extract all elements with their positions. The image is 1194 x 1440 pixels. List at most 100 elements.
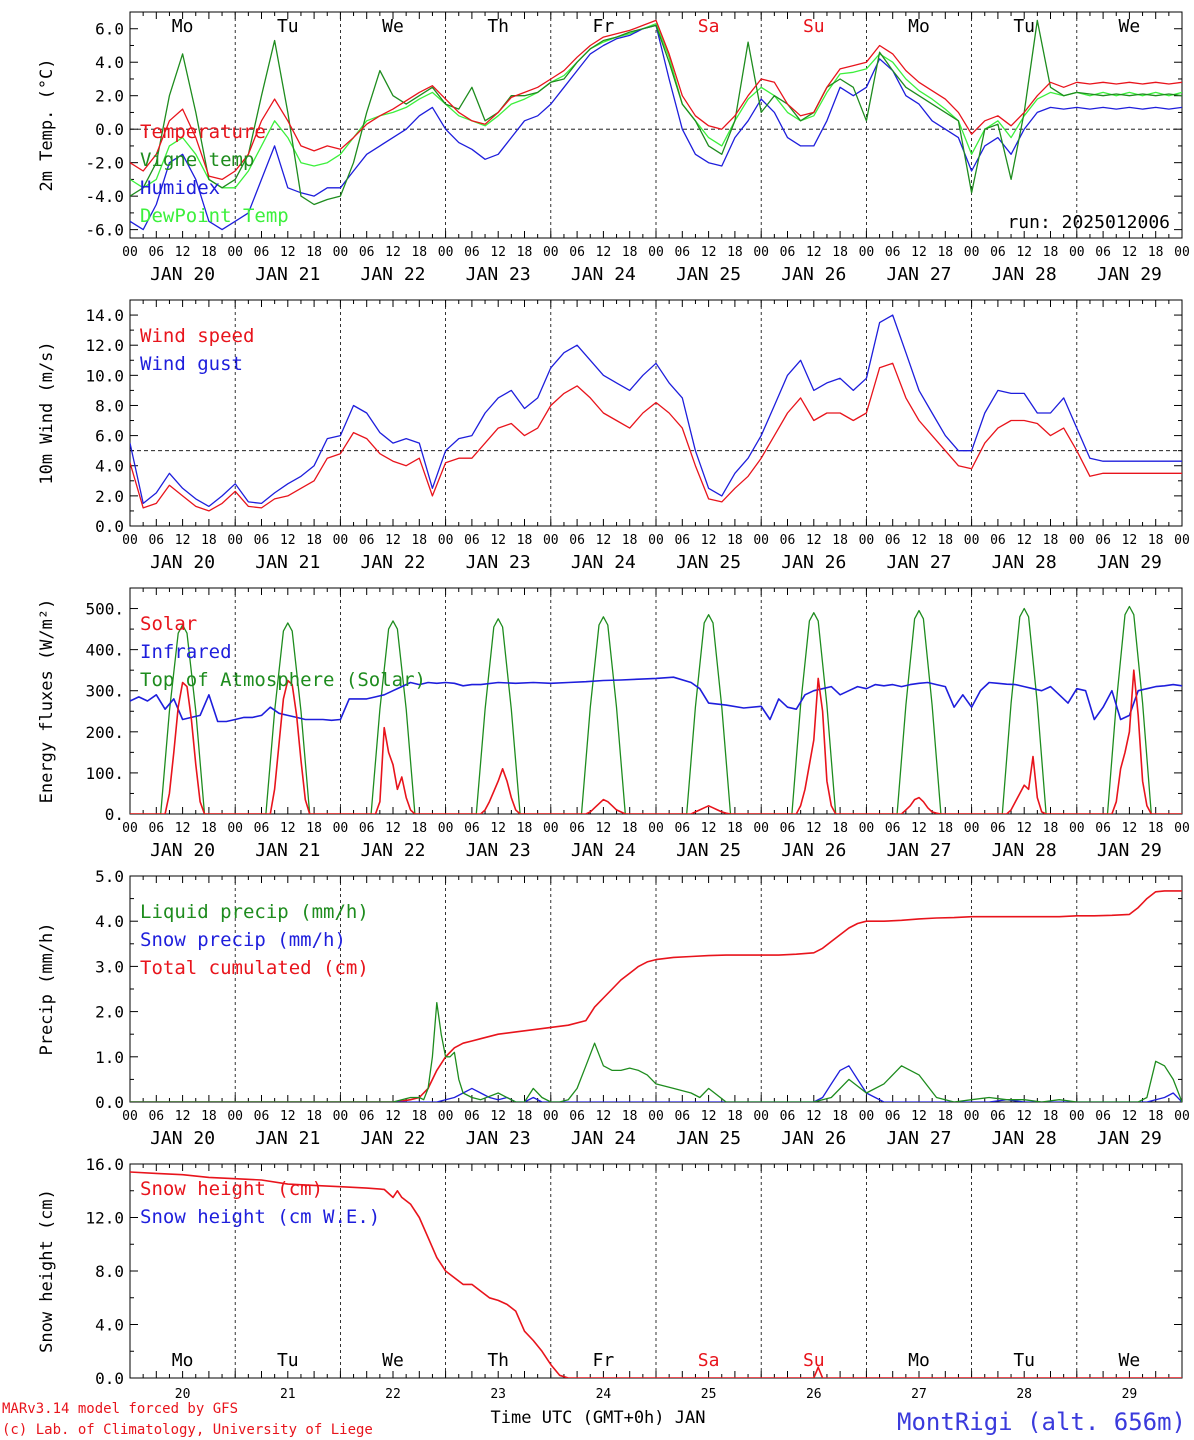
hour-tick-label: 12: [385, 533, 401, 548]
legend-entry: Snow height (cm): [140, 1178, 323, 1200]
hour-tick-label: 06: [990, 1109, 1006, 1124]
hour-tick-label: 18: [517, 821, 533, 836]
day-number-label: 24: [596, 1387, 612, 1402]
hour-tick-label: 06: [780, 533, 796, 548]
hour-tick-label: 18: [832, 533, 848, 548]
hour-tick-label: 12: [911, 821, 927, 836]
hour-tick-label: 12: [490, 245, 506, 260]
date-label: JAN 29: [1097, 552, 1162, 573]
date-label: JAN 23: [466, 840, 531, 861]
day-name-label: Fr: [593, 1350, 615, 1371]
series-line-temperature: [130, 19, 1182, 181]
y-tick-label: 200.: [85, 723, 124, 742]
date-label: JAN 25: [676, 840, 741, 861]
hour-tick-label: 12: [911, 245, 927, 260]
day-number-label: 27: [911, 1387, 927, 1402]
hour-tick-label: 12: [1016, 821, 1032, 836]
day-number-label: 22: [385, 1387, 401, 1402]
date-label: JAN 29: [1097, 1128, 1162, 1149]
hour-tick-label: 06: [569, 245, 585, 260]
hour-tick-label: 00: [122, 533, 138, 548]
day-name-label: Su: [803, 1350, 825, 1371]
y-tick-label: -4.0: [85, 187, 124, 206]
hour-tick-label: 06: [885, 821, 901, 836]
y-tick-label: 0.: [105, 805, 124, 824]
y-tick-label: 0.0: [95, 1093, 124, 1112]
day-name-label: Th: [487, 1350, 509, 1371]
hour-tick-label: 06: [464, 245, 480, 260]
y-tick-label: 4.0: [95, 1316, 124, 1335]
hour-tick-label: 06: [148, 1109, 164, 1124]
hour-tick-label: 06: [569, 533, 585, 548]
hour-tick-label: 00: [753, 533, 769, 548]
day-number-label: 29: [1122, 1387, 1138, 1402]
y-tick-label: 100.: [85, 764, 124, 783]
hour-tick-label: 12: [701, 821, 717, 836]
hour-tick-label: 18: [727, 821, 743, 836]
date-label: JAN 26: [781, 264, 846, 285]
hour-tick-label: 12: [175, 1109, 191, 1124]
hour-tick-label: 06: [885, 1109, 901, 1124]
series-line-liquid-precip-mm-h-: [130, 1001, 1182, 1102]
day-number-label: 25: [701, 1387, 717, 1402]
date-label: JAN 22: [360, 552, 425, 573]
y-tick-label: 16.0: [85, 1155, 124, 1174]
date-label: JAN 21: [255, 1128, 320, 1149]
hour-tick-label: 06: [780, 245, 796, 260]
day-name-label: Sa: [698, 1350, 720, 1371]
hour-tick-label: 06: [990, 821, 1006, 836]
hour-tick-label: 18: [1148, 245, 1164, 260]
y-tick-label: 6.0: [95, 20, 124, 39]
hour-tick-label: 06: [780, 821, 796, 836]
hour-tick-label: 18: [832, 1109, 848, 1124]
hour-tick-label: 06: [359, 1109, 375, 1124]
day-name-label: Tu: [277, 16, 299, 37]
hour-tick-label: 00: [1174, 821, 1190, 836]
hour-tick-label: 12: [175, 245, 191, 260]
date-label: JAN 23: [466, 264, 531, 285]
hour-tick-label: 12: [806, 533, 822, 548]
hour-tick-label: 12: [1122, 245, 1138, 260]
y-tick-label: 0.0: [95, 1369, 124, 1388]
legend-entry: Total cumulated (cm): [140, 957, 369, 979]
hour-tick-label: 06: [254, 821, 270, 836]
day-name-label: We: [1119, 1350, 1141, 1371]
hour-tick-label: 18: [1043, 533, 1059, 548]
series-line-vigne-temp: [130, 19, 1182, 206]
hour-tick-label: 00: [1069, 245, 1085, 260]
hour-tick-label: 12: [490, 1109, 506, 1124]
hour-tick-label: 00: [1174, 1109, 1190, 1124]
series-line-snow-height-cm-: [130, 1171, 1182, 1378]
legend-entry: Snow height (cm W.E.): [140, 1206, 380, 1228]
hour-tick-label: 18: [517, 533, 533, 548]
hour-tick-label: 00: [859, 533, 875, 548]
y-axis-label: Precip (mm/h): [37, 922, 57, 1055]
hour-tick-label: 00: [333, 245, 349, 260]
date-label: JAN 23: [466, 552, 531, 573]
hour-tick-label: 00: [438, 245, 454, 260]
hour-tick-label: 18: [517, 1109, 533, 1124]
hour-tick-label: 00: [753, 245, 769, 260]
y-tick-label: 0.0: [95, 517, 124, 536]
hour-tick-label: 00: [964, 1109, 980, 1124]
hour-tick-label: 06: [569, 1109, 585, 1124]
hour-tick-label: 18: [832, 821, 848, 836]
series-line-wind-gust: [130, 314, 1182, 508]
day-name-label: We: [382, 16, 404, 37]
day-name-label: Su: [803, 16, 825, 37]
hour-tick-label: 00: [227, 1109, 243, 1124]
hour-tick-label: 12: [385, 1109, 401, 1124]
y-tick-label: 6.0: [95, 427, 124, 446]
hour-tick-label: 00: [333, 1109, 349, 1124]
hour-tick-label: 18: [306, 245, 322, 260]
hour-tick-label: 06: [464, 1109, 480, 1124]
hour-tick-label: 00: [753, 821, 769, 836]
hour-tick-label: 18: [727, 245, 743, 260]
hour-tick-label: 00: [122, 245, 138, 260]
hour-tick-label: 12: [280, 1109, 296, 1124]
y-axis-label: 2m Temp. (°C): [37, 58, 57, 191]
series-line-infrared: [130, 676, 1182, 723]
hour-tick-label: 18: [622, 245, 638, 260]
date-label: JAN 22: [360, 264, 425, 285]
